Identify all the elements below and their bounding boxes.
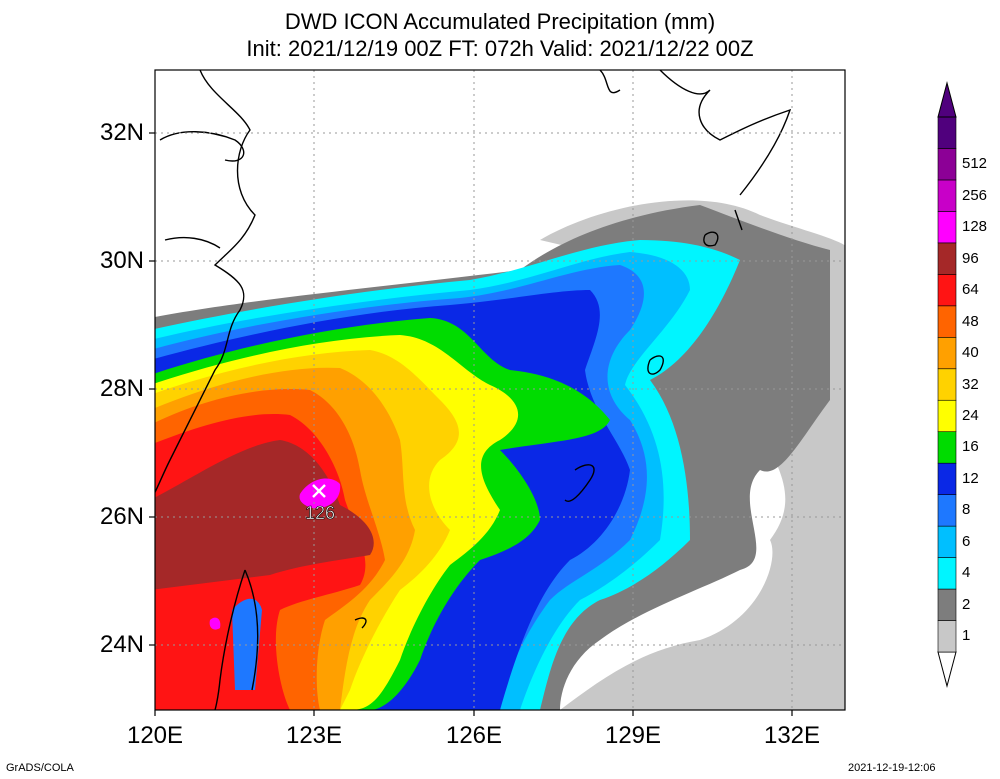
lon-label-126e: 126E: [445, 722, 503, 749]
colorbar-lower-arrow: [937, 651, 957, 688]
colorbar-label: 16: [962, 438, 979, 456]
colorbar-label: 256: [962, 186, 988, 204]
precip-field: [155, 200, 845, 710]
colorbar-swatch: [937, 116, 957, 149]
colorbar-upper-arrow: [937, 81, 957, 118]
colorbar-label: 4: [962, 564, 971, 582]
colorbar-label: 1: [962, 627, 971, 645]
colorbar-label: 128: [962, 218, 988, 236]
colorbar-swatch: [937, 336, 957, 370]
colorbar-label: 12: [962, 469, 979, 487]
colorbar-label: 2: [962, 595, 971, 613]
lon-label-123e: 123E: [285, 722, 343, 749]
chart-title: DWD ICON Accumulated Precipitation (mm): [284, 9, 716, 34]
lon-label-120e: 120E: [126, 722, 184, 749]
lat-label-28n: 28N: [99, 375, 144, 402]
colorbar-label: 40: [962, 344, 979, 362]
max-precip-marker: 126: [305, 484, 335, 523]
gridlines: [155, 70, 845, 710]
colorbar-swatch: [937, 242, 957, 275]
colorbar-label: 8: [962, 501, 971, 519]
lon-label-132e: 132E: [763, 722, 821, 749]
colorbar-swatch: [937, 557, 957, 590]
colorbar-swatch: [937, 462, 957, 495]
colorbar-label: 6: [962, 532, 971, 550]
lon-label-129e: 129E: [604, 722, 662, 749]
coastlines: [155, 70, 792, 710]
colorbar-swatch: [937, 588, 957, 621]
colorbar-swatch: [937, 399, 957, 433]
colorbar: [937, 81, 957, 688]
colorbar-swatch: [937, 368, 957, 401]
footer-timestamp: 2021-12-19-12:06: [848, 762, 936, 774]
colorbar-swatch: [937, 148, 957, 181]
colorbar-swatch: [937, 179, 957, 212]
map-frame: [154, 69, 846, 711]
colorbar-swatch: [937, 431, 957, 464]
max-precip-label: 126: [305, 503, 335, 523]
lat-label-24n: 24N: [99, 631, 144, 658]
colorbar-swatch: [937, 525, 957, 558]
colorbar-swatch: [937, 494, 957, 527]
colorbar-swatch: [937, 305, 957, 338]
axis-ticks: [149, 132, 793, 716]
colorbar-label: 48: [962, 312, 979, 330]
colorbar-swatch: [937, 274, 957, 307]
lat-label-32n: 32N: [99, 119, 144, 146]
colorbar-swatch: [937, 211, 957, 244]
chart-subtitle: Init: 2021/12/19 00Z FT: 072h Valid: 202…: [246, 36, 754, 61]
colorbar-label: 24: [962, 406, 979, 424]
colorbar-label: 64: [962, 281, 979, 299]
colorbar-label: 32: [962, 375, 979, 393]
lat-label-26n: 26N: [99, 503, 144, 530]
footer-credit: GrADS/COLA: [6, 762, 74, 774]
colorbar-label: 96: [962, 249, 979, 267]
colorbar-swatch: [937, 620, 957, 653]
colorbar-label: 512: [962, 155, 988, 173]
lat-label-30n: 30N: [99, 247, 144, 274]
